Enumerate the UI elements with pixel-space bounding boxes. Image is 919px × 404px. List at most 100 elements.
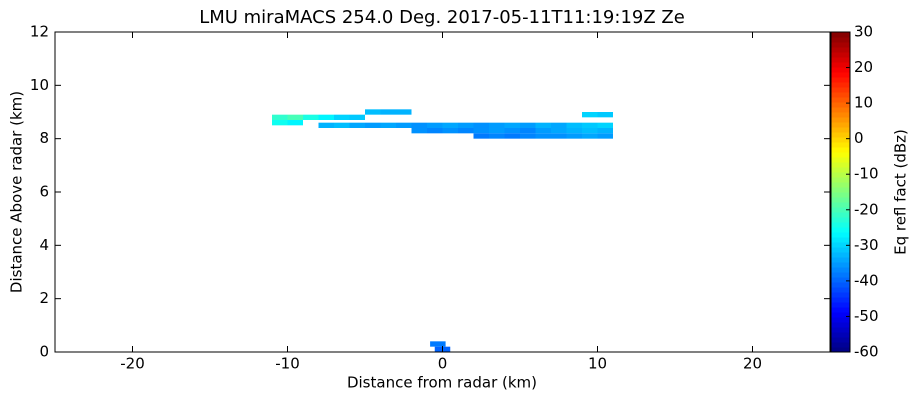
echo-cell [551, 122, 567, 128]
colorbar-segment [831, 42, 850, 48]
colorbar-segment [831, 332, 850, 338]
colorbar-segment [831, 342, 850, 348]
colorbar-segment [831, 112, 850, 118]
colorbar-segment [831, 282, 850, 288]
colorbar-segment [831, 162, 850, 168]
colorbar-segment [831, 177, 850, 183]
colorbar-segment [831, 62, 850, 68]
y-tick-label: 10 [30, 76, 49, 94]
echo-cell [427, 128, 443, 134]
colorbar-tick-label: 0 [854, 129, 864, 147]
colorbar-segment [831, 212, 850, 218]
echo-cell [318, 114, 334, 120]
echo-cell [535, 133, 551, 139]
x-tick-label: 10 [588, 355, 607, 373]
colorbar-segment [831, 232, 850, 238]
echo-cell [349, 122, 365, 128]
echo-cell [535, 122, 551, 128]
echo-cell [566, 128, 582, 134]
colorbar-segment [831, 57, 850, 63]
y-tick-label: 6 [39, 183, 49, 201]
colorbar-segment [831, 237, 850, 243]
colorbar-segment [831, 292, 850, 298]
colorbar-segment [831, 312, 850, 318]
x-axis-label: Distance from radar (km) [347, 374, 537, 392]
echo-cell [411, 122, 427, 128]
plot-area [272, 109, 613, 352]
echo-cell [396, 122, 412, 128]
colorbar-segment [831, 302, 850, 308]
colorbar-tick-label: -50 [854, 307, 879, 325]
colorbar-segment [831, 182, 850, 188]
colorbar-segment [831, 117, 850, 123]
chart-title: LMU miraMACS 254.0 Deg. 2017-05-11T11:19… [199, 7, 685, 28]
y-tick-label: 0 [39, 343, 49, 361]
y-axis-label: Distance Above radar (km) [8, 91, 26, 293]
colorbar-segment [831, 247, 850, 253]
echo-cell [473, 128, 489, 134]
colorbar-segment [831, 137, 850, 143]
y-tick-label: 12 [30, 23, 49, 41]
echo-cell [411, 128, 427, 134]
colorbar-segment [831, 52, 850, 58]
echo-cell [551, 133, 567, 139]
echo-cell [303, 114, 319, 120]
x-tick-label: 20 [743, 355, 762, 373]
colorbar-segment [831, 327, 850, 333]
colorbar-segment [831, 97, 850, 103]
y-tick-label: 8 [39, 129, 49, 147]
colorbar-tick-label: -10 [854, 165, 879, 183]
colorbar-segment [831, 272, 850, 278]
y-tick-label: 4 [39, 236, 49, 254]
colorbar-tick-label: 10 [854, 94, 873, 112]
echo-cell [272, 114, 288, 120]
colorbar-segment [831, 152, 850, 158]
echo-cell [566, 133, 582, 139]
echo-cell [442, 128, 458, 134]
colorbar-segment [831, 202, 850, 208]
colorbar-segment [831, 107, 850, 113]
colorbar-segment [831, 262, 850, 268]
colorbar-segment [831, 82, 850, 88]
colorbar-segment [831, 242, 850, 248]
echo-cell [318, 122, 334, 128]
colorbar-segment [831, 167, 850, 173]
echo-cell [334, 114, 350, 120]
colorbar-segment [831, 337, 850, 343]
colorbar-segment [831, 32, 850, 38]
y-tick-label: 2 [39, 289, 49, 307]
x-tick-label: 0 [438, 355, 448, 373]
echo-cell [442, 122, 458, 128]
echo-cell [458, 128, 474, 134]
colorbar-segment [831, 322, 850, 328]
colorbar-segment [831, 307, 850, 313]
echo-cell [566, 122, 582, 128]
colorbar-segment [831, 287, 850, 293]
echo-cell [287, 114, 303, 120]
colorbar-segment [831, 217, 850, 223]
colorbar-segment [831, 257, 850, 263]
colorbar-segment [831, 277, 850, 283]
colorbar-segment [831, 132, 850, 138]
echo-cell [582, 128, 598, 134]
colorbar-frame [830, 31, 851, 353]
colorbar-segment [831, 142, 850, 148]
echo-cell [504, 128, 520, 134]
echo-cell [597, 112, 613, 118]
colorbar-segment [831, 157, 850, 163]
colorbar-segment [831, 207, 850, 213]
echo-cell [427, 122, 443, 128]
echo-cell [334, 122, 350, 128]
colorbar-tick-label: 30 [854, 23, 873, 41]
echo-cell [430, 341, 446, 347]
colorbar-label: Eq refl fact (dBz) [892, 129, 910, 255]
echo-cell [504, 133, 520, 139]
colorbar-segment [831, 102, 850, 108]
echo-cell [582, 133, 598, 139]
echo-cell [365, 122, 381, 128]
echo-cell [365, 109, 381, 115]
echo-cell [458, 122, 474, 128]
echo-cell [582, 112, 598, 118]
echo-cell [489, 122, 505, 128]
colorbar-segment [831, 197, 850, 203]
